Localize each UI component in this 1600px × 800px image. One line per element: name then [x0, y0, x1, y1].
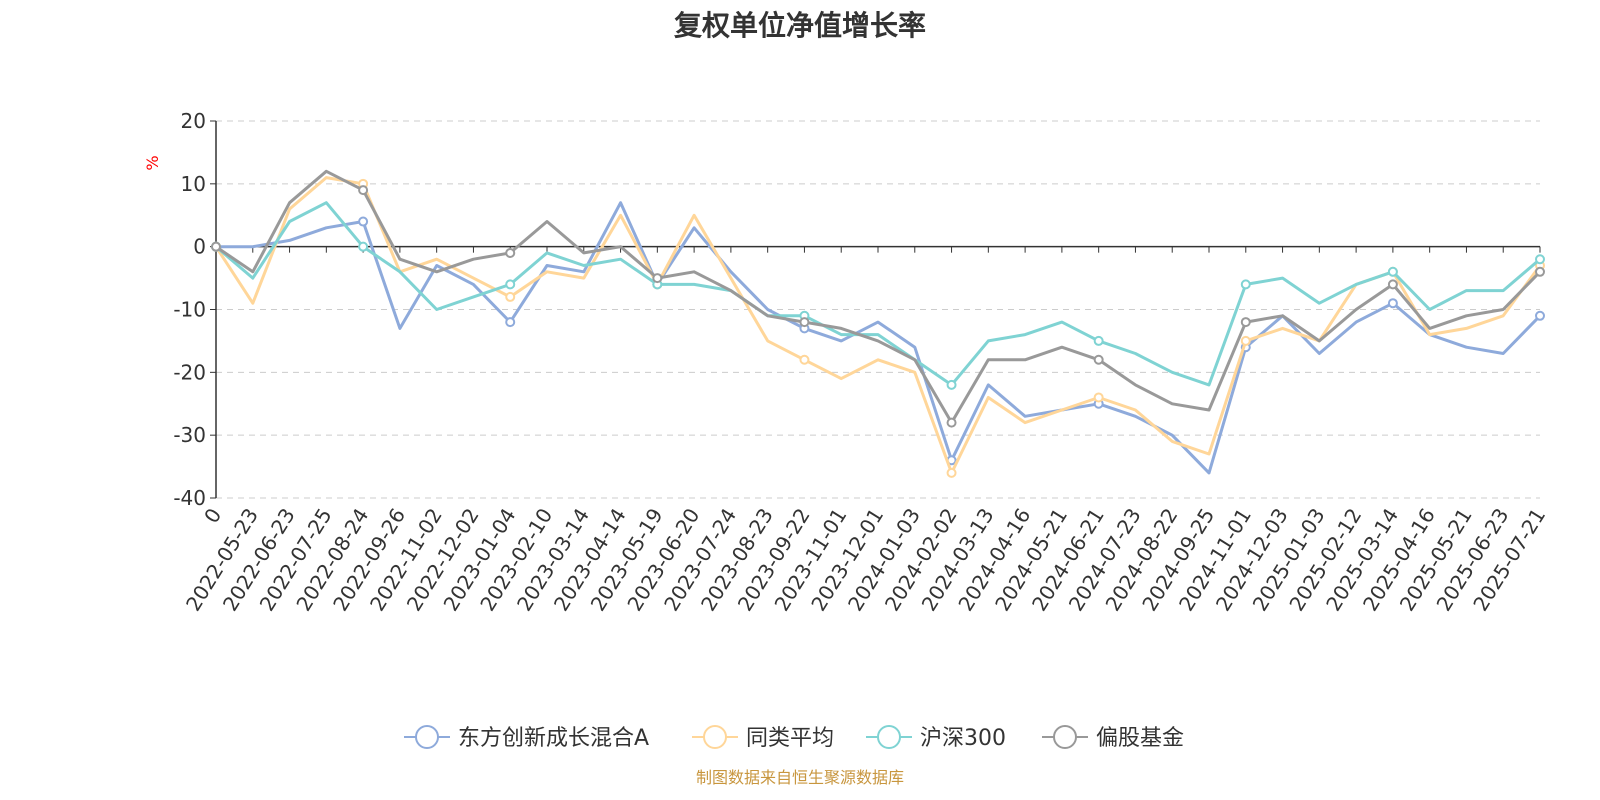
legend-label: 偏股基金 [1096, 726, 1184, 751]
series-peer [211, 176, 1545, 478]
chart-title: 复权单位净值增长率 [673, 9, 926, 42]
series-line [215, 201, 1541, 387]
legend-item-equity[interactable]: 偏股基金 [1042, 725, 1184, 751]
data-point [1240, 279, 1251, 290]
data-point [946, 417, 957, 428]
axes: 20100-10-20-30-40%02022-05-232022-06-232… [143, 109, 1550, 615]
data-point [358, 216, 369, 227]
series-line [214, 176, 1542, 475]
line-chart: 20100-10-20-30-40%02022-05-232022-06-232… [143, 109, 1550, 751]
legend-item-hs300[interactable]: 沪深300 [866, 725, 1006, 751]
data-point [799, 354, 810, 365]
y-tick-label: -40 [173, 486, 206, 510]
legend-label: 同类平均 [746, 726, 834, 751]
data-point [946, 467, 957, 478]
series-line [216, 201, 1542, 475]
y-tick-label: -30 [173, 423, 206, 447]
data-point [1535, 266, 1545, 277]
y-tick-label: 0 [193, 235, 206, 259]
data-point [1387, 279, 1398, 290]
data-point [1093, 354, 1104, 365]
data-point [1240, 317, 1251, 328]
y-tick-label: -10 [173, 298, 206, 322]
data-point [505, 247, 516, 258]
data-point [505, 317, 516, 328]
data-point [1093, 392, 1104, 403]
data-point [1240, 335, 1251, 346]
data-point [358, 241, 369, 252]
legend-item-fund[interactable]: 东方创新成长混合A [404, 725, 649, 751]
legend[interactable]: 东方创新成长混合A 同类平均 沪深300 偏股基金 [404, 725, 1184, 751]
legend-marker [703, 725, 727, 749]
source-note: 制图数据来自恒生聚源数据库 [695, 768, 904, 787]
y-tick-label: 10 [181, 172, 206, 196]
y-tick-label: -20 [173, 360, 206, 384]
data-point [358, 185, 369, 196]
data-point [1093, 335, 1104, 346]
y-axis-label: % [143, 155, 162, 170]
legend-item-peer[interactable]: 同类平均 [692, 725, 834, 751]
legend-marker [1053, 725, 1077, 749]
data-point [505, 279, 516, 290]
data-point [946, 379, 957, 390]
y-tick-label: 20 [181, 109, 206, 133]
series-equity [211, 169, 1545, 428]
series-line [215, 169, 1542, 425]
legend-marker [877, 725, 901, 749]
data-point [505, 291, 516, 302]
legend-label: 沪深300 [920, 726, 1006, 751]
data-point [211, 241, 221, 252]
data-point [652, 273, 663, 284]
data-point [1535, 310, 1545, 321]
series-group [211, 169, 1545, 478]
x-tick-label: 0 [199, 504, 226, 528]
data-point [1387, 266, 1398, 277]
series-fund [211, 201, 1545, 475]
data-point [1387, 298, 1398, 309]
data-point [1535, 254, 1545, 265]
legend-marker [415, 725, 439, 749]
legend-label: 东方创新成长混合A [458, 726, 649, 751]
data-point [799, 317, 810, 328]
